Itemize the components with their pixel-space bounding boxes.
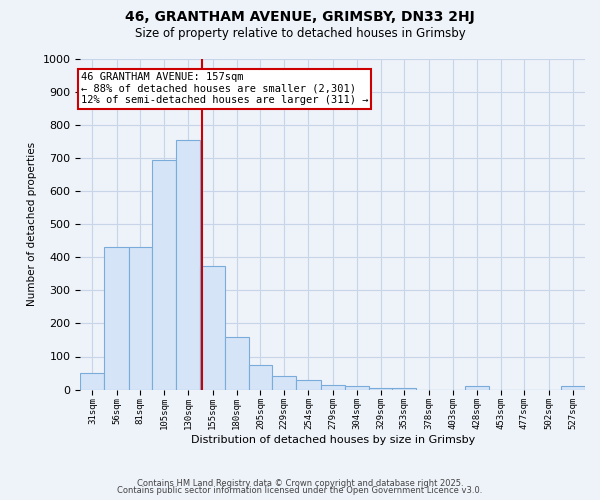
Bar bbox=[392, 388, 416, 390]
Bar bbox=[152, 160, 176, 390]
Text: 46 GRANTHAM AVENUE: 157sqm
← 88% of detached houses are smaller (2,301)
12% of s: 46 GRANTHAM AVENUE: 157sqm ← 88% of deta… bbox=[81, 72, 368, 106]
Bar bbox=[369, 388, 392, 390]
Text: 46, GRANTHAM AVENUE, GRIMSBY, DN33 2HJ: 46, GRANTHAM AVENUE, GRIMSBY, DN33 2HJ bbox=[125, 10, 475, 24]
Bar bbox=[465, 386, 489, 390]
Bar bbox=[224, 336, 249, 390]
Bar bbox=[129, 248, 152, 390]
Y-axis label: Number of detached properties: Number of detached properties bbox=[27, 142, 37, 306]
Text: Contains public sector information licensed under the Open Government Licence v3: Contains public sector information licen… bbox=[118, 486, 482, 495]
Bar bbox=[272, 376, 296, 390]
Text: Contains HM Land Registry data © Crown copyright and database right 2025.: Contains HM Land Registry data © Crown c… bbox=[137, 478, 463, 488]
Bar bbox=[561, 386, 585, 390]
Bar bbox=[104, 248, 129, 390]
Bar bbox=[249, 365, 272, 390]
Text: Size of property relative to detached houses in Grimsby: Size of property relative to detached ho… bbox=[134, 28, 466, 40]
Bar bbox=[320, 384, 345, 390]
Bar bbox=[200, 266, 224, 390]
Bar bbox=[296, 380, 320, 390]
X-axis label: Distribution of detached houses by size in Grimsby: Distribution of detached houses by size … bbox=[191, 435, 475, 445]
Bar bbox=[80, 373, 104, 390]
Bar bbox=[345, 386, 369, 390]
Bar bbox=[176, 140, 200, 390]
